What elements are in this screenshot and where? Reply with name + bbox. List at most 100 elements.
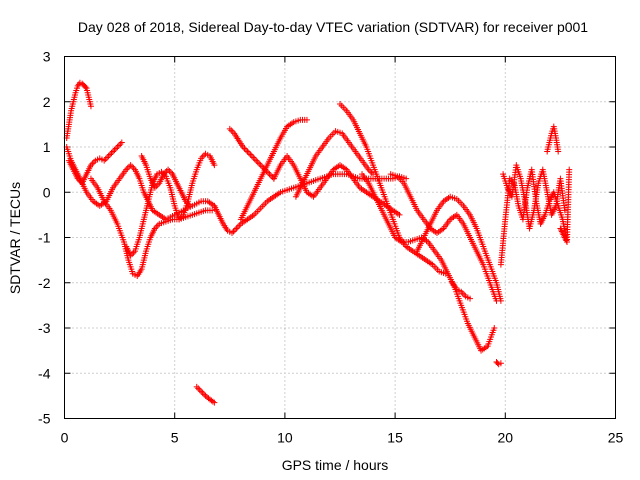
x-tick-label: 15 bbox=[387, 430, 403, 446]
series-arc-16 bbox=[414, 193, 504, 304]
series-arc-21 bbox=[544, 123, 562, 155]
x-tick-label: 0 bbox=[61, 430, 69, 446]
data-point bbox=[104, 154, 111, 161]
data-point bbox=[117, 140, 124, 147]
y-tick-label: 2 bbox=[43, 94, 51, 110]
data-point bbox=[118, 139, 125, 146]
series-arc-20 bbox=[500, 162, 568, 232]
data-point bbox=[228, 127, 235, 134]
data-point bbox=[257, 162, 264, 169]
data-point bbox=[555, 148, 562, 155]
series-arc-22 bbox=[557, 166, 573, 246]
data-point bbox=[115, 142, 122, 149]
series-arc-1 bbox=[63, 79, 94, 141]
data-point bbox=[234, 223, 241, 230]
data-point bbox=[211, 162, 218, 169]
data-point bbox=[491, 325, 498, 331]
grid-lines bbox=[64, 56, 616, 419]
y-tick-label: -5 bbox=[38, 411, 51, 427]
data-point bbox=[87, 103, 94, 110]
data-point bbox=[209, 398, 216, 405]
y-tick-label: 3 bbox=[43, 49, 51, 65]
data-point bbox=[248, 153, 255, 160]
series-arc-9 bbox=[226, 125, 277, 182]
data-point bbox=[256, 160, 263, 167]
x-tick-label: 5 bbox=[171, 430, 179, 446]
series-arc-7 bbox=[193, 383, 218, 406]
data-point bbox=[396, 211, 403, 218]
data-point bbox=[497, 360, 504, 367]
data-point bbox=[165, 166, 172, 173]
y-tick-label: -4 bbox=[38, 365, 51, 381]
data-point bbox=[111, 147, 118, 154]
data-point bbox=[196, 386, 203, 393]
x-axis-label: GPS time / hours bbox=[282, 457, 389, 473]
data-point bbox=[250, 154, 257, 161]
data-point bbox=[166, 168, 173, 175]
data-point bbox=[461, 291, 468, 298]
plot-frame bbox=[64, 56, 616, 419]
data-point bbox=[459, 290, 466, 297]
data-point bbox=[82, 84, 89, 91]
y-tick-label: 1 bbox=[43, 139, 51, 155]
data-point bbox=[124, 165, 131, 172]
data-point bbox=[367, 168, 374, 175]
data-point bbox=[187, 202, 194, 209]
data-point bbox=[102, 156, 109, 163]
series-arc-15 bbox=[387, 171, 500, 304]
series-arc-5 bbox=[123, 150, 218, 259]
x-tick-label: 10 bbox=[277, 430, 293, 446]
data-point bbox=[247, 151, 254, 158]
data-point bbox=[105, 153, 112, 160]
y-tick-label: -3 bbox=[38, 320, 51, 336]
data-point bbox=[231, 226, 238, 233]
data-point bbox=[199, 389, 206, 396]
data-point bbox=[236, 222, 243, 229]
series-arc-18 bbox=[493, 358, 504, 368]
data-point bbox=[267, 172, 274, 179]
data-point bbox=[201, 391, 208, 398]
data-point bbox=[403, 175, 410, 182]
data-points bbox=[63, 79, 573, 406]
x-tick-label: 20 bbox=[498, 430, 514, 446]
data-point bbox=[211, 399, 218, 406]
data-point bbox=[193, 383, 200, 390]
data-point bbox=[253, 157, 260, 164]
data-point bbox=[127, 162, 134, 169]
data-point bbox=[467, 295, 474, 302]
data-point bbox=[90, 159, 97, 166]
data-point bbox=[198, 388, 205, 395]
chart-title: Day 028 of 2018, Sidereal Day-to-day VTE… bbox=[78, 19, 588, 35]
data-point bbox=[254, 159, 261, 166]
series-arc-4 bbox=[87, 175, 216, 279]
data-point bbox=[244, 148, 251, 155]
data-point bbox=[129, 163, 136, 170]
series-arc-6 bbox=[138, 153, 194, 209]
data-point bbox=[497, 297, 504, 304]
data-point bbox=[251, 156, 258, 163]
data-point bbox=[209, 207, 216, 214]
series-arc-12 bbox=[292, 128, 377, 200]
data-point bbox=[242, 147, 249, 154]
y-tick-label: -2 bbox=[38, 275, 51, 291]
data-point bbox=[114, 144, 121, 150]
y-axis-label: SDTVAR / TECUs bbox=[7, 182, 23, 294]
data-point bbox=[226, 125, 233, 132]
data-point bbox=[245, 150, 252, 157]
y-tick-label: -1 bbox=[38, 230, 51, 246]
data-point bbox=[561, 207, 568, 214]
series-arc-17 bbox=[449, 279, 474, 302]
data-point bbox=[303, 116, 310, 123]
data-point bbox=[230, 228, 237, 235]
data-point bbox=[368, 169, 375, 176]
data-point bbox=[266, 171, 273, 178]
series-arc-10 bbox=[237, 116, 310, 223]
data-point bbox=[112, 145, 119, 152]
x-tick-label: 25 bbox=[608, 430, 624, 446]
series-arc-3 bbox=[65, 139, 125, 187]
data-point bbox=[195, 385, 202, 392]
data-point bbox=[233, 225, 240, 232]
y-tick-label: 0 bbox=[43, 184, 51, 200]
data-point bbox=[566, 166, 573, 173]
